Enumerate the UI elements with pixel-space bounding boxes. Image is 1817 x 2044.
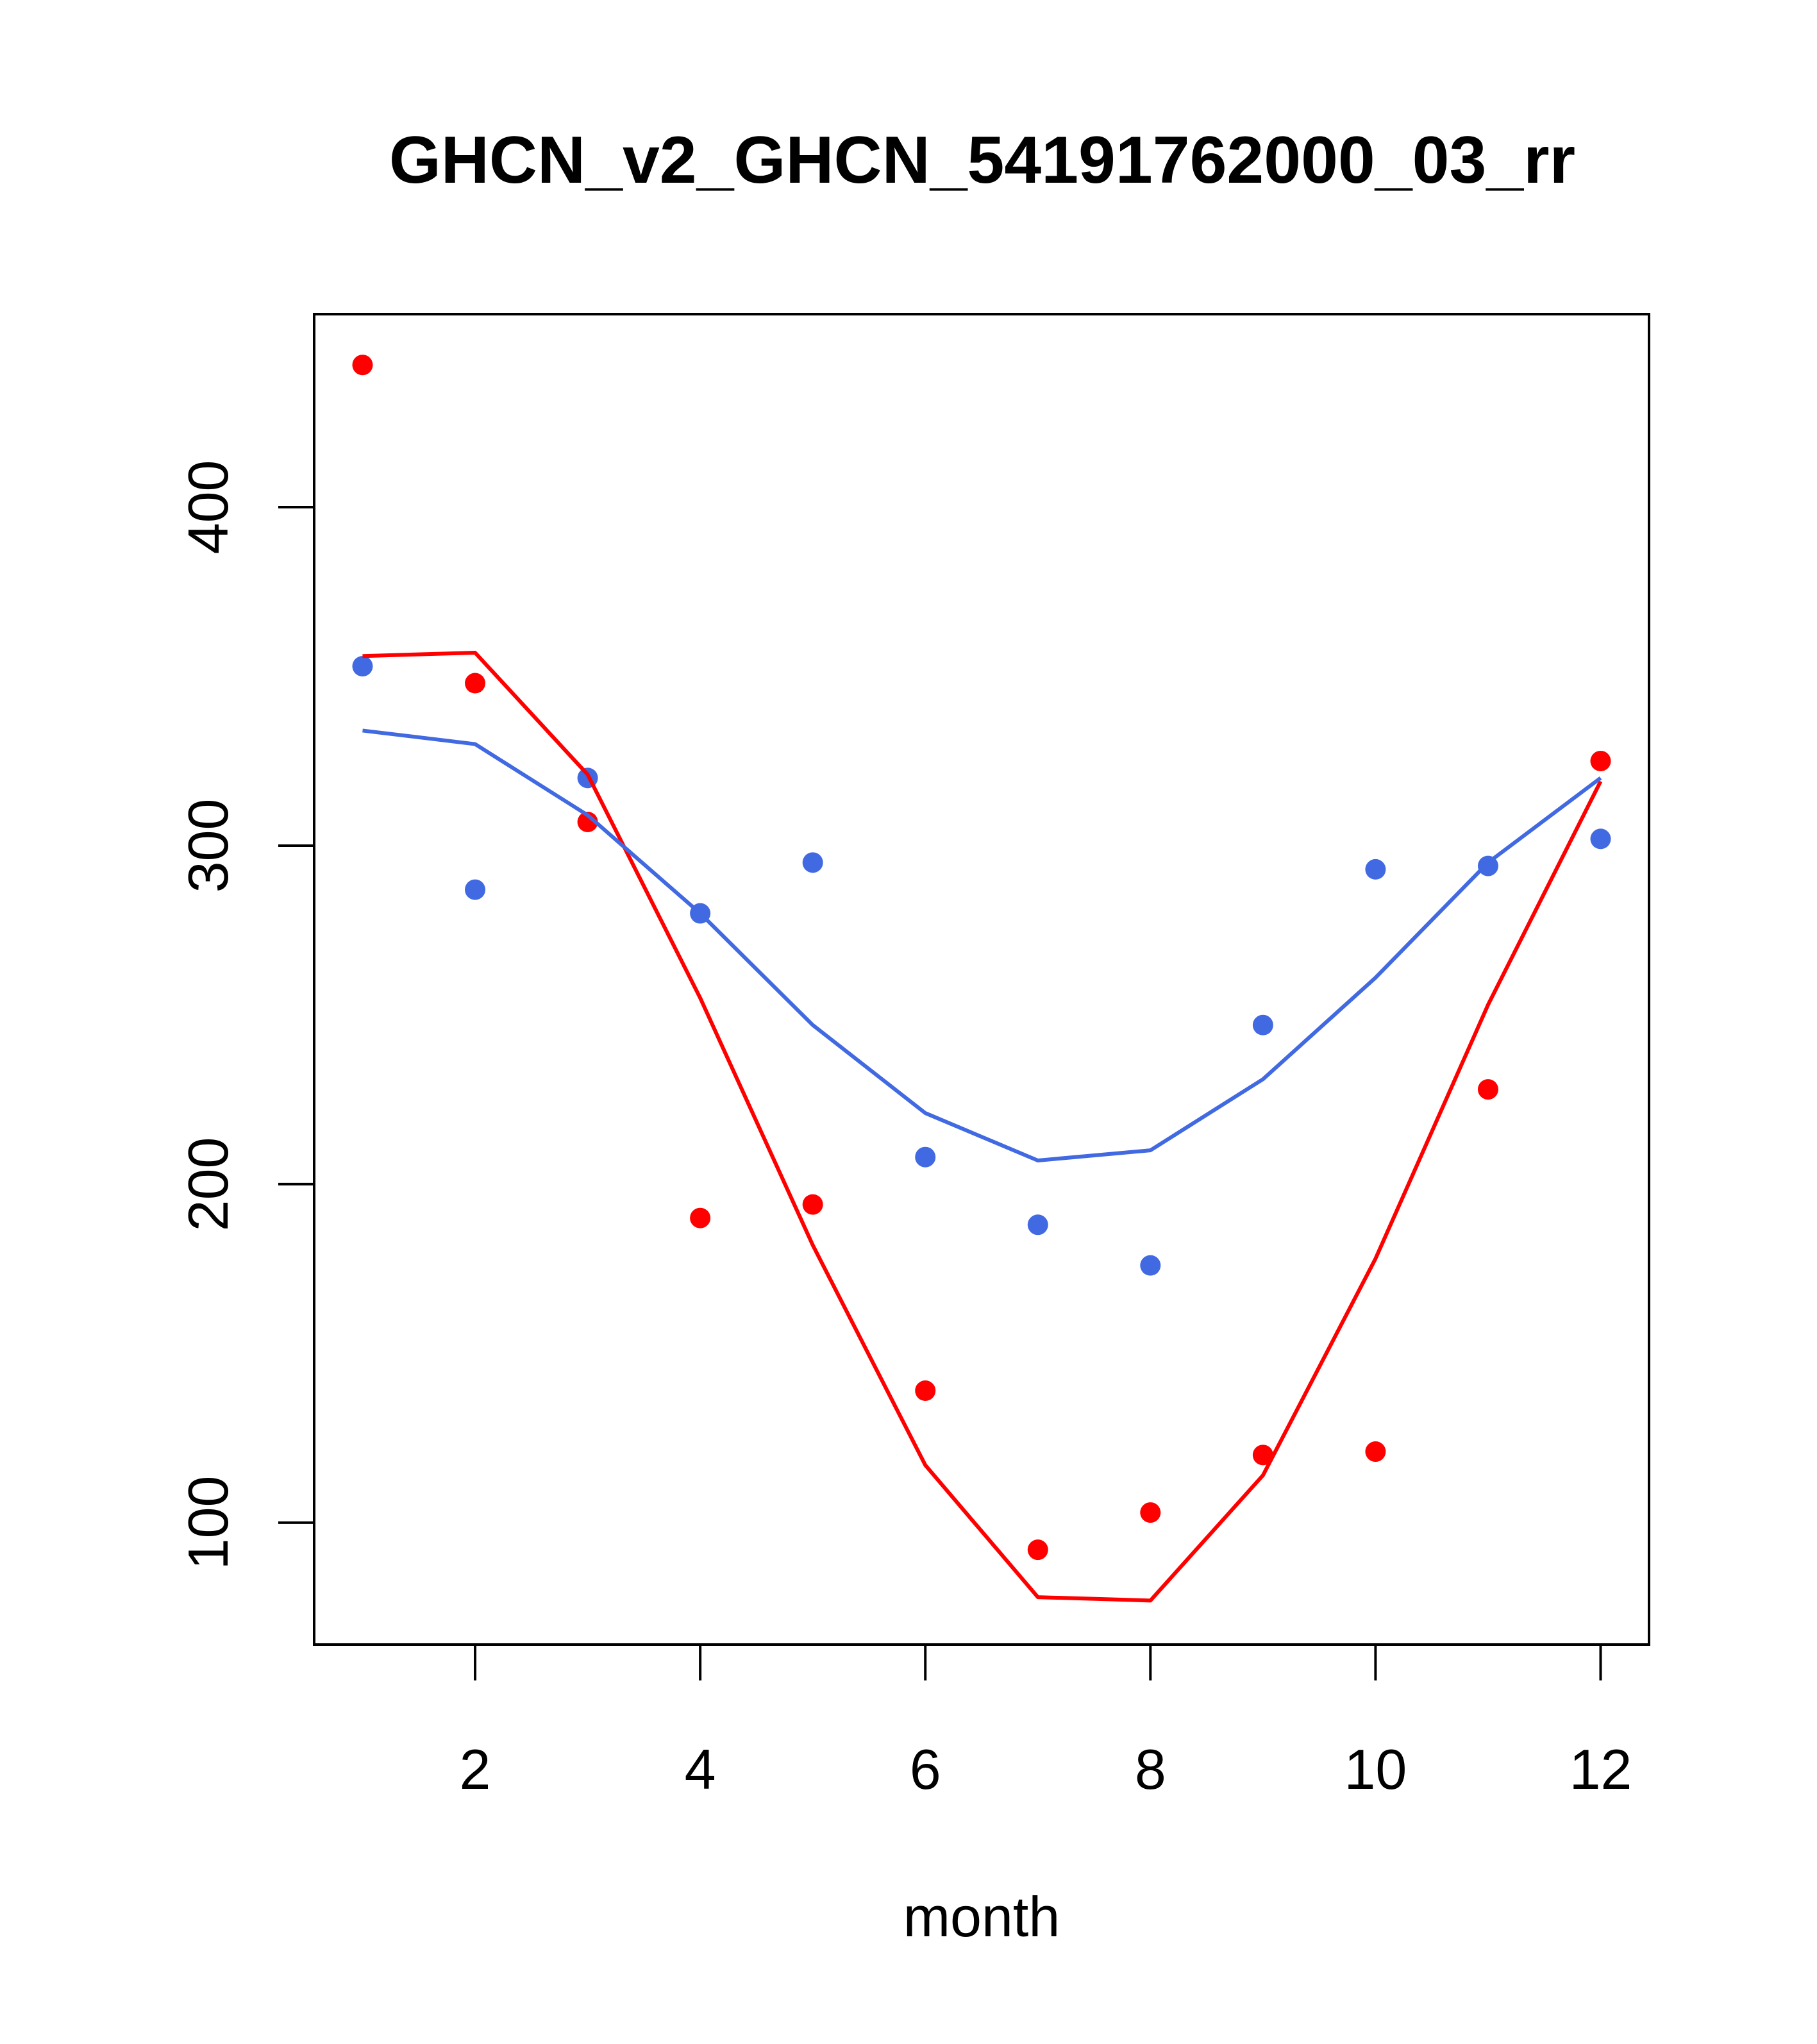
x-tick-label: 10 [1344,1738,1407,1801]
data-point [1365,859,1386,880]
y-tick-label: 100 [176,1476,240,1570]
series-line-2 [362,650,1603,1603]
data-point [352,656,373,677]
chart-title: GHCN_v2_GHCN_54191762000_03_rr [389,123,1575,197]
data-point [577,811,598,832]
data-point [352,355,373,376]
axes-layer: 2 4 6 8 10 12 100 200 300 400 [176,460,1632,1801]
x-axis-label: month [903,1885,1060,1948]
data-point [1252,1014,1273,1035]
data-point [802,1194,823,1215]
data-point [915,1146,936,1168]
y-tick-label: 300 [176,799,240,893]
x-tick-label: 8 [1135,1738,1166,1801]
x-tick-label: 6 [910,1738,941,1801]
data-point [1027,1539,1048,1561]
series-layer [352,355,1611,1603]
data-point [465,673,486,694]
data-point [1140,1502,1161,1523]
data-point [802,852,823,873]
plot-frame [313,313,1650,1646]
x-tick-label: 12 [1570,1738,1632,1801]
x-tick-label: 2 [460,1738,491,1801]
series-line-3 [362,728,1602,1162]
y-tick-label: 200 [176,1137,240,1232]
data-point [465,879,486,900]
x-tick-label: 4 [685,1738,716,1801]
data-point [1140,1255,1161,1276]
data-point [1477,1079,1498,1100]
data-point [690,1207,711,1228]
data-point [1252,1445,1273,1466]
data-point [915,1380,936,1402]
data-point [1590,828,1611,850]
data-point [1590,750,1611,771]
y-tick-label: 400 [176,460,240,555]
data-point [1365,1441,1386,1462]
data-point [1027,1214,1048,1236]
